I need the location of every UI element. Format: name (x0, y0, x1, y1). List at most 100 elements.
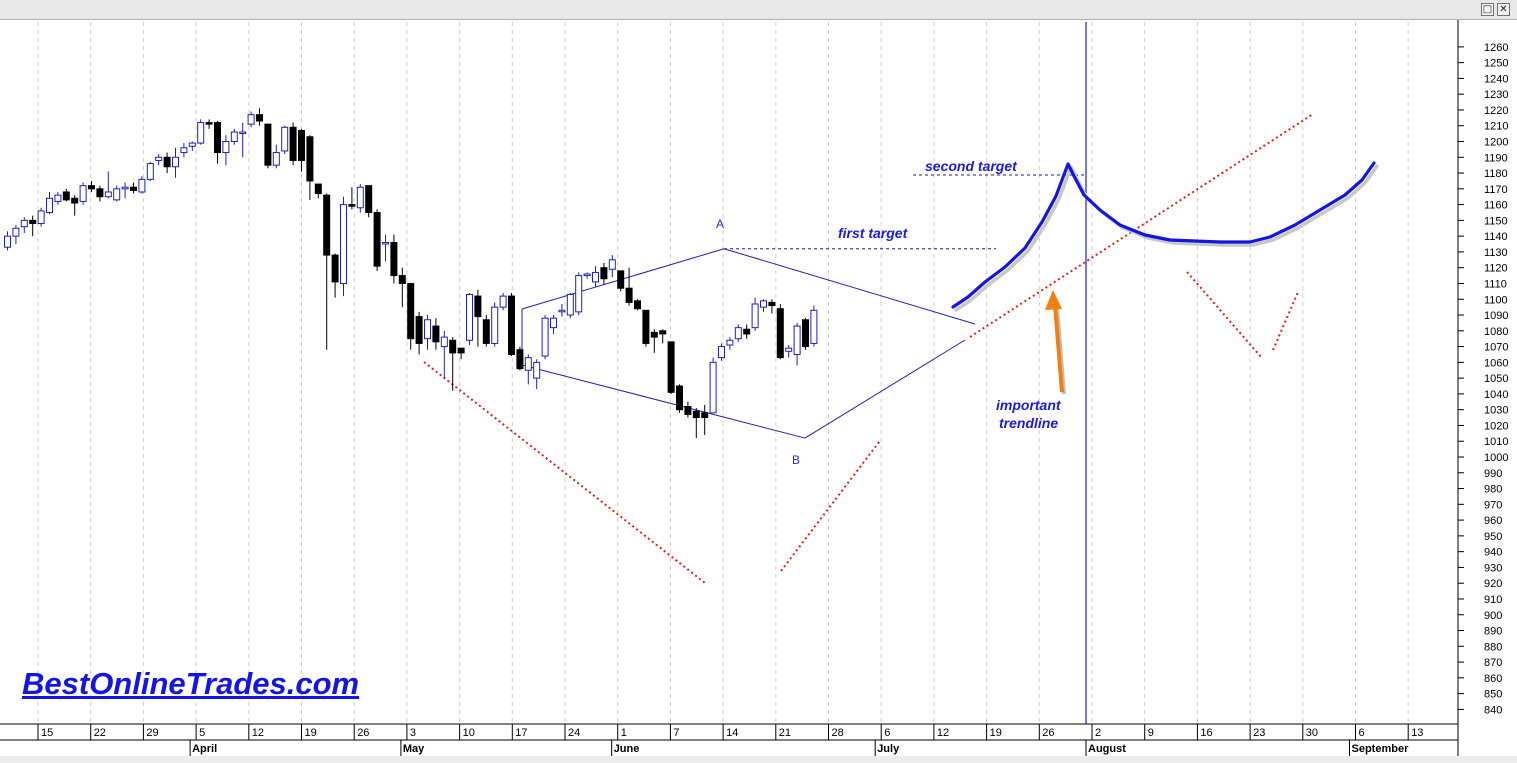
candle-body (230, 131, 238, 143)
candle-body (138, 178, 146, 193)
candle-body (743, 328, 751, 335)
y-tick-label: 1100 (1484, 294, 1508, 306)
y-tick-label: 1150 (1484, 215, 1508, 227)
y-tick-label: 1130 (1484, 247, 1508, 259)
pattern-line (804, 339, 966, 439)
point-b-label: B (792, 453, 800, 467)
pattern-line (723, 248, 976, 325)
candlesticks (4, 108, 818, 439)
candle-body (491, 306, 499, 344)
y-tick-label: 1230 (1484, 89, 1508, 101)
y-tick-label: 910 (1484, 594, 1502, 606)
candle-body (121, 186, 129, 190)
day-label: 21 (779, 727, 791, 739)
candle-body (247, 114, 255, 125)
month-label: April (192, 743, 217, 755)
candle-body (533, 361, 541, 379)
month-label: September (1352, 743, 1410, 755)
candle-body (146, 163, 154, 180)
candle-body (382, 241, 389, 245)
day-label: 6 (1359, 727, 1365, 739)
y-tick-label: 890 (1484, 626, 1502, 638)
candle-body (197, 122, 205, 144)
day-label: 17 (515, 727, 527, 739)
candle-body (793, 325, 801, 355)
projection-curve (951, 161, 1379, 312)
y-tick-label: 940 (1484, 547, 1502, 559)
projection-shadow (954, 164, 1379, 312)
red-dotted-line (780, 441, 880, 572)
candle-body (79, 185, 87, 202)
candle-body (12, 227, 20, 237)
candle-body (550, 317, 557, 329)
day-label: 19 (305, 727, 317, 739)
day-label: 12 (937, 727, 949, 739)
candle-body (751, 303, 759, 329)
candle-body (499, 295, 507, 308)
day-label: 30 (1306, 727, 1318, 739)
day-label: 29 (146, 727, 158, 739)
y-tick-label: 1060 (1484, 357, 1508, 369)
candle-body (617, 270, 625, 289)
month-label: August (1088, 743, 1126, 755)
day-label: 26 (357, 727, 369, 739)
candle-body (390, 241, 398, 277)
candle-body (365, 185, 373, 213)
y-tick-label: 1080 (1484, 326, 1508, 338)
candle-body (734, 327, 742, 340)
candle-body (88, 185, 95, 190)
y-tick-label: 870 (1484, 657, 1502, 669)
candle-body (373, 211, 381, 267)
candle-body (701, 412, 709, 419)
candle-body (650, 331, 658, 338)
annotations: A B first target second target important… (716, 158, 1062, 467)
day-label: 13 (1411, 727, 1423, 739)
candle-body (163, 156, 171, 168)
candle-body (608, 259, 616, 270)
candle-body (692, 410, 700, 419)
candle-body (600, 267, 608, 280)
y-tick-label: 1040 (1484, 389, 1508, 401)
y-tick-label: 1250 (1484, 58, 1508, 70)
candle-body (667, 341, 675, 393)
day-label: 3 (410, 727, 416, 739)
candle-body (264, 123, 272, 166)
y-tick-label: 1050 (1484, 373, 1508, 385)
day-label: 15 (41, 727, 53, 739)
candle-body (407, 282, 415, 340)
month-label: June (614, 743, 640, 755)
y-tick-label: 1010 (1484, 436, 1508, 448)
candle-body (709, 361, 717, 414)
candle-body (659, 330, 667, 335)
day-label: 23 (1253, 727, 1265, 739)
candle-body (281, 126, 289, 152)
day-label: 7 (673, 727, 679, 739)
y-tick-label: 980 (1484, 484, 1502, 496)
day-label: 12 (252, 727, 264, 739)
candle-body (289, 126, 297, 161)
y-tick-label: 1160 (1484, 200, 1508, 212)
close-icon[interactable]: ✕ (1497, 3, 1510, 16)
y-tick-label: 1180 (1484, 168, 1508, 180)
candle-body (440, 336, 448, 348)
candle-body (718, 346, 725, 359)
candle-body (541, 317, 549, 357)
y-tick-label: 950 (1484, 531, 1502, 543)
y-tick-label: 1000 (1484, 452, 1508, 464)
candle-body (676, 385, 683, 411)
y-tick-label: 990 (1484, 468, 1502, 480)
candle-body (314, 183, 322, 195)
restore-icon[interactable]: □ (1481, 3, 1494, 16)
candle-body (29, 219, 37, 225)
candle-body (575, 275, 583, 313)
day-label: 10 (463, 727, 475, 739)
day-label: 28 (832, 727, 844, 739)
y-tick-label: 880 (1484, 641, 1502, 653)
candle-body (180, 147, 188, 154)
grid-lines (37, 22, 1515, 724)
y-tick-label: 1240 (1484, 73, 1508, 85)
y-tick-label: 960 (1484, 515, 1502, 527)
candle-body (20, 219, 28, 228)
